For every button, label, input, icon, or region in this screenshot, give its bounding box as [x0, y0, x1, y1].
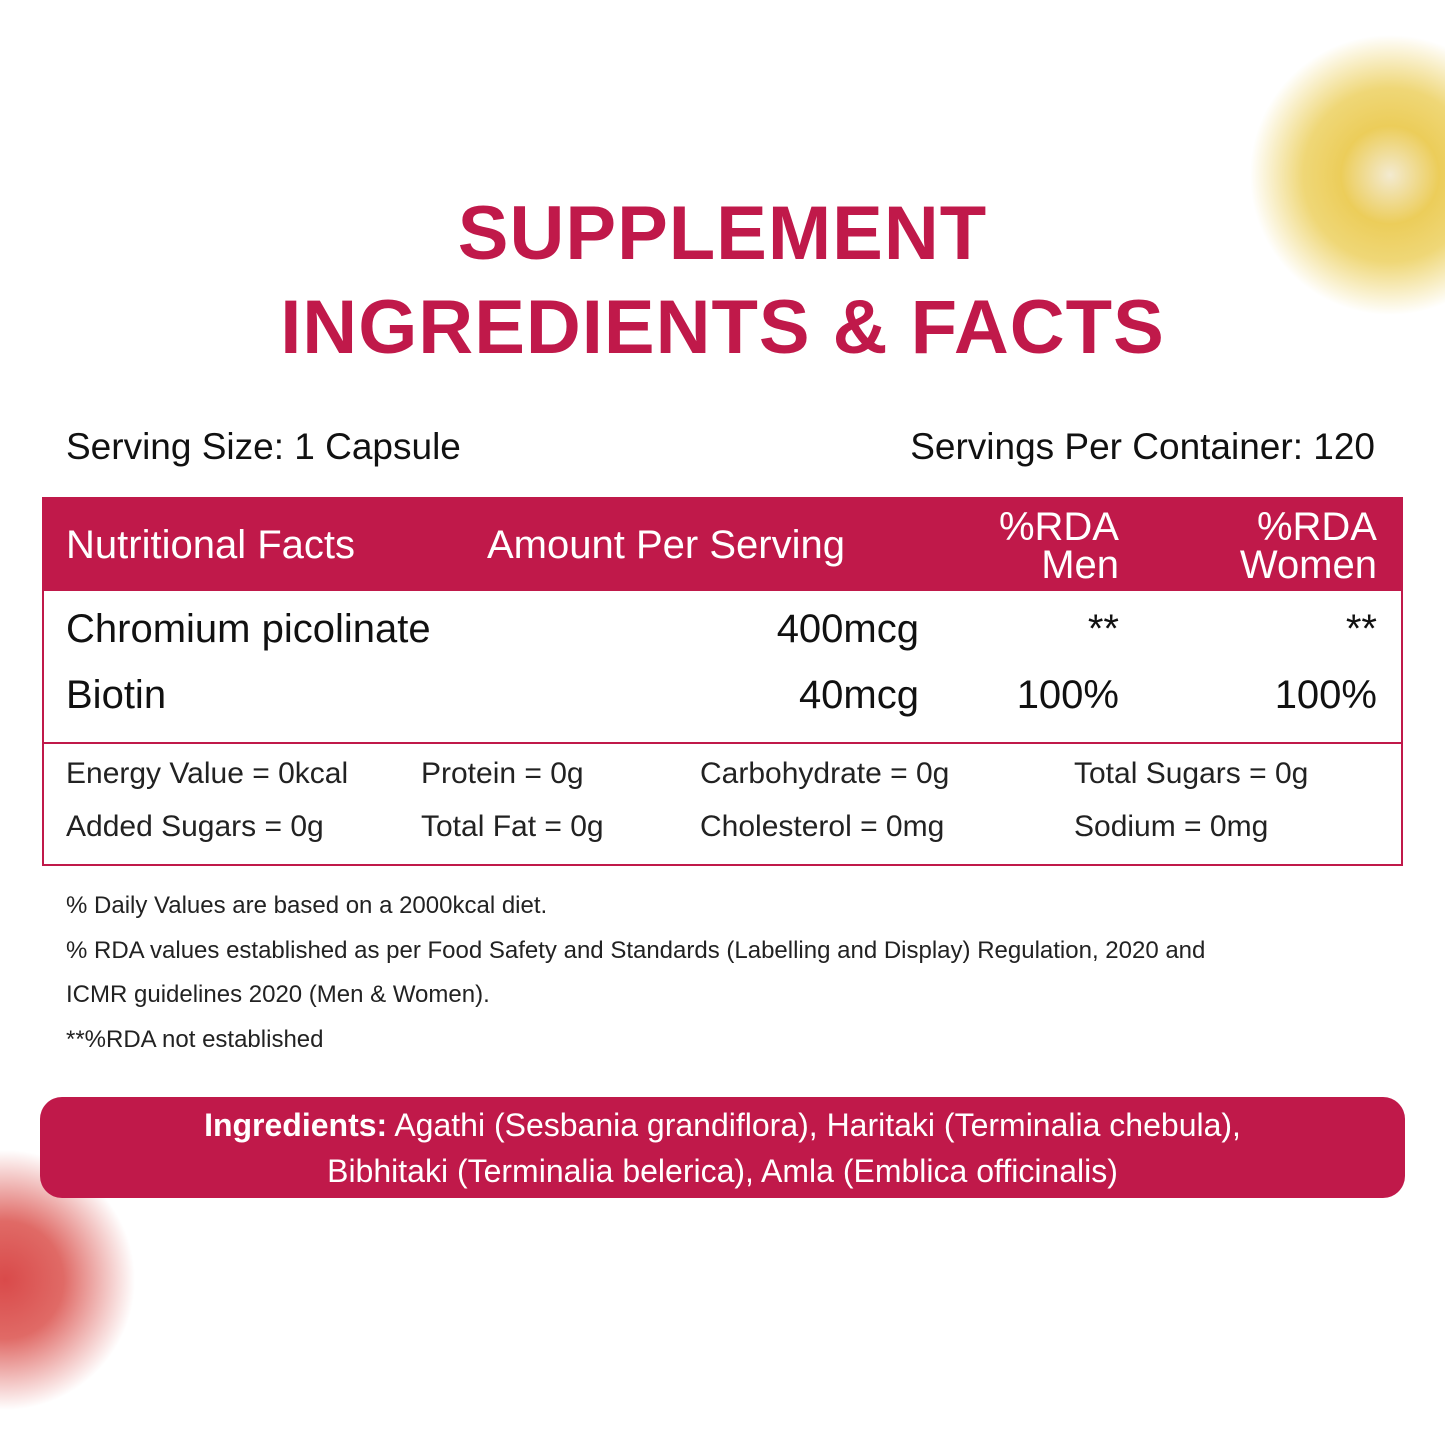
decorative-yellow-blur — [1200, 0, 1445, 360]
note-rda-not-established: **%RDA not established — [66, 1026, 324, 1053]
nutrient-cholesterol: Cholesterol = 0mg — [700, 810, 945, 843]
row-name: Chromium picolinate — [66, 607, 431, 651]
header-rda-women-line2: Women — [1239, 543, 1377, 587]
row-amount: 40mcg — [798, 673, 919, 717]
nutrient-sodium: Sodium = 0mg — [1074, 810, 1269, 843]
row-rda-men: 100% — [1016, 673, 1119, 717]
note-rda-regulation: % RDA values established as per Food Saf… — [66, 937, 1206, 964]
table-header: Nutritional Facts Amount Per Serving %RD… — [44, 499, 1401, 591]
row-amount: 400mcg — [776, 607, 919, 651]
nutrition-table: Nutritional Facts Amount Per Serving %RD… — [42, 497, 1403, 866]
nutrient-total-sugars: Total Sugars = 0g — [1074, 757, 1309, 790]
serving-size: Serving Size: 1 Capsule — [66, 426, 461, 467]
row-rda-men: ** — [1087, 607, 1119, 651]
ingredients-line2: Bibhitaki (Terminalia belerica), Amla (E… — [327, 1153, 1118, 1189]
header-rda-men-line2: Men — [1041, 543, 1119, 587]
row-rda-women: ** — [1345, 607, 1377, 651]
ingredients-line1: Ingredients: Agathi (Sesbania grandiflor… — [40, 1102, 1405, 1148]
page-title-line1: SUPPLEMENT — [457, 191, 988, 276]
nutrient-protein: Protein = 0g — [421, 757, 584, 790]
nutrient-energy: Energy Value = 0kcal — [66, 757, 349, 790]
nutrient-total-fat: Total Fat = 0g — [421, 810, 604, 843]
ingredients-text-1: Agathi (Sesbania grandiflora), Haritaki … — [387, 1107, 1241, 1143]
header-facts: Nutritional Facts — [66, 523, 355, 567]
servings-per-container: Servings Per Container: 120 — [910, 426, 1375, 467]
header-amount: Amount Per Serving — [487, 523, 845, 567]
header-rda-women-line1: %RDA — [1256, 505, 1377, 549]
row-rda-women: 100% — [1274, 673, 1377, 717]
table-divider — [44, 742, 1401, 744]
page-title-line2: INGREDIENTS & FACTS — [280, 285, 1165, 370]
ingredients-box: Ingredients: Agathi (Sesbania grandiflor… — [40, 1097, 1405, 1198]
row-name: Biotin — [66, 673, 167, 717]
header-rda-men-line1: %RDA — [998, 505, 1119, 549]
nutrient-carbohydrate: Carbohydrate = 0g — [700, 757, 950, 790]
note-icmr: ICMR guidelines 2020 (Men & Women). — [66, 981, 490, 1008]
note-daily-values: % Daily Values are based on a 2000kcal d… — [66, 892, 548, 919]
ingredients-label: Ingredients: — [204, 1107, 388, 1143]
nutrient-added-sugars: Added Sugars = 0g — [66, 810, 324, 843]
